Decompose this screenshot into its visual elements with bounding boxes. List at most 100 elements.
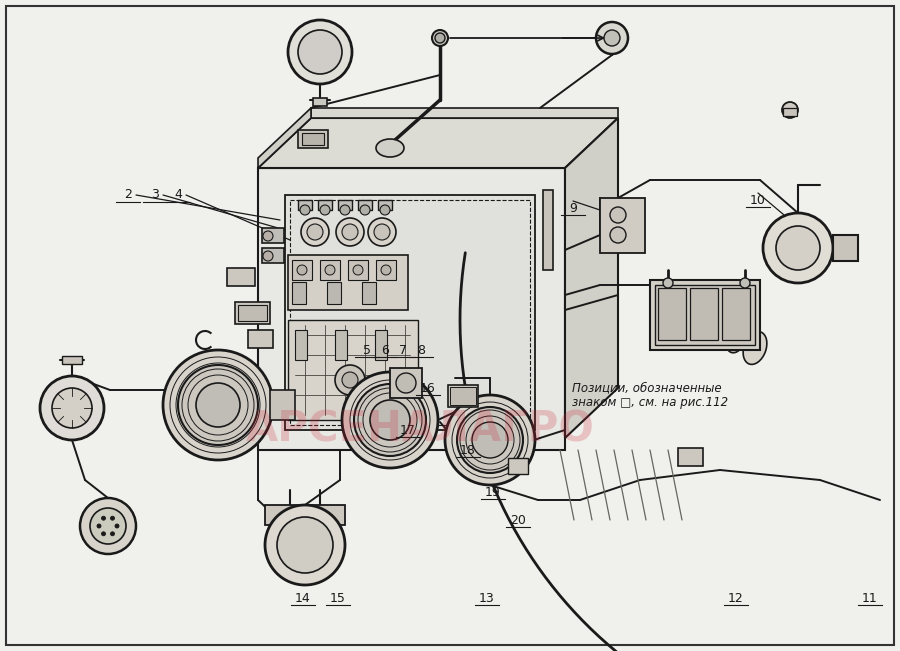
Text: 18: 18 (460, 443, 476, 456)
Bar (378, 200, 392, 210)
Bar (783, 108, 797, 116)
Circle shape (115, 524, 119, 528)
Circle shape (370, 400, 410, 440)
Circle shape (102, 516, 105, 520)
Circle shape (396, 373, 416, 393)
Circle shape (265, 505, 345, 585)
Circle shape (277, 517, 333, 573)
Bar (318, 200, 332, 210)
Bar (348, 260, 368, 280)
Bar (362, 282, 376, 304)
Bar (288, 255, 408, 310)
Text: АРСЕНАЛАГРО: АРСЕНАЛАГРО (246, 409, 594, 451)
Circle shape (80, 498, 136, 554)
Bar (508, 458, 528, 474)
Text: 17: 17 (400, 424, 416, 437)
Bar (92, 518, 124, 538)
Bar (338, 200, 352, 210)
Circle shape (380, 205, 390, 215)
Text: 5: 5 (363, 344, 371, 357)
Bar (375, 330, 387, 360)
Bar (833, 235, 858, 261)
Bar (650, 280, 760, 350)
Circle shape (320, 205, 330, 215)
Bar (295, 330, 307, 360)
Circle shape (298, 30, 342, 74)
Bar (290, 200, 530, 425)
Bar (658, 288, 686, 340)
Circle shape (297, 265, 307, 275)
Bar (62, 356, 82, 364)
Circle shape (663, 278, 673, 288)
Circle shape (335, 365, 365, 395)
Bar (543, 190, 553, 270)
Bar (335, 330, 347, 360)
Bar (327, 282, 341, 304)
Circle shape (354, 384, 426, 456)
Polygon shape (258, 118, 618, 168)
Circle shape (97, 524, 101, 528)
Bar (376, 260, 396, 280)
Circle shape (360, 205, 370, 215)
Circle shape (263, 231, 273, 241)
Circle shape (336, 218, 364, 246)
Circle shape (432, 30, 448, 46)
Bar (292, 260, 312, 280)
Bar (235, 302, 270, 324)
Text: 14: 14 (295, 592, 310, 605)
Polygon shape (258, 108, 311, 168)
Circle shape (604, 30, 620, 46)
Bar (358, 200, 372, 210)
Circle shape (325, 265, 335, 275)
Text: Позиции, обозначенные
знаком □, см. на рис.112: Позиции, обозначенные знаком □, см. на р… (572, 381, 728, 409)
Bar (450, 387, 476, 405)
Text: 19: 19 (485, 486, 501, 499)
Text: 11: 11 (862, 592, 878, 605)
Text: 20: 20 (510, 514, 526, 527)
Text: 13: 13 (479, 592, 495, 605)
Polygon shape (258, 168, 565, 450)
Circle shape (610, 227, 626, 243)
Circle shape (102, 532, 105, 536)
Circle shape (342, 224, 358, 240)
Circle shape (353, 265, 363, 275)
Circle shape (368, 218, 396, 246)
Circle shape (300, 205, 310, 215)
Text: 16: 16 (420, 381, 436, 395)
Text: 7: 7 (399, 344, 407, 357)
Circle shape (763, 213, 833, 283)
Circle shape (342, 372, 438, 468)
Bar (678, 448, 703, 466)
Circle shape (445, 395, 535, 485)
Circle shape (263, 251, 273, 261)
Bar (320, 260, 340, 280)
Bar (262, 248, 284, 263)
Bar (722, 288, 750, 340)
Circle shape (776, 226, 820, 270)
Bar (302, 133, 324, 145)
Circle shape (472, 422, 508, 458)
Text: 12: 12 (728, 592, 744, 605)
Ellipse shape (376, 139, 404, 157)
Bar (655, 285, 755, 345)
Bar (298, 200, 312, 210)
Circle shape (610, 207, 626, 223)
Circle shape (301, 218, 329, 246)
Ellipse shape (743, 331, 767, 365)
Bar (298, 130, 328, 148)
Bar (600, 198, 645, 253)
Ellipse shape (725, 327, 744, 353)
Bar (288, 320, 418, 420)
Text: 9: 9 (569, 202, 577, 214)
Circle shape (40, 376, 104, 440)
Bar (313, 98, 327, 106)
Circle shape (196, 383, 240, 427)
Circle shape (381, 265, 391, 275)
Text: 4: 4 (174, 189, 182, 202)
Bar (285, 195, 535, 430)
Circle shape (163, 350, 273, 460)
Bar (690, 288, 718, 340)
Circle shape (52, 388, 92, 428)
Bar (390, 368, 422, 398)
Text: 6: 6 (381, 344, 389, 357)
